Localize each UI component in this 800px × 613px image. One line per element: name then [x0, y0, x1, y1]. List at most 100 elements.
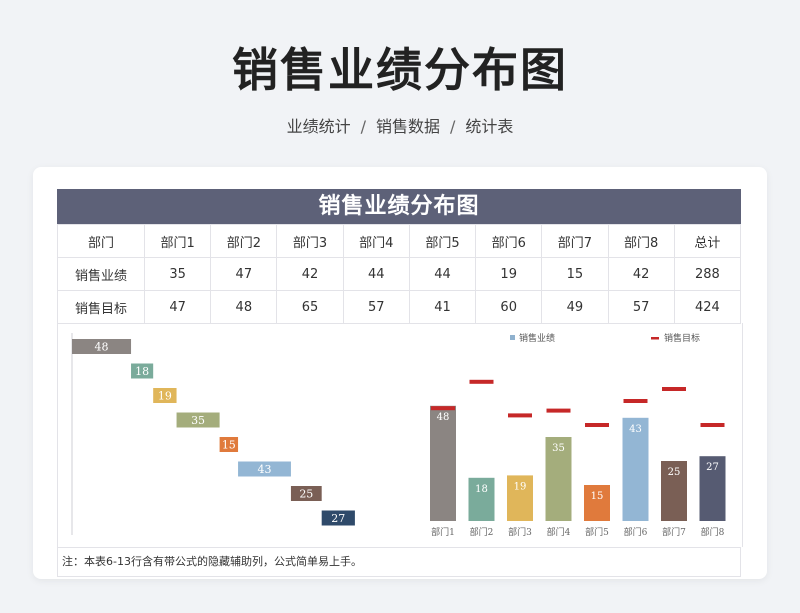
- target-marker: [585, 423, 609, 427]
- target-marker: [700, 423, 725, 427]
- waterfall-bar-label: 15: [222, 439, 236, 452]
- table-header-cell[interactable]: 部门1: [143, 224, 212, 258]
- table-header-cell[interactable]: 部门: [57, 224, 145, 258]
- waterfall-bar: [321, 510, 355, 526]
- column-bar-label: 27: [706, 462, 719, 473]
- table-cell[interactable]: 41: [408, 290, 477, 324]
- table-header-cell[interactable]: 部门3: [276, 224, 344, 258]
- target-marker: [469, 379, 494, 384]
- column-bar: [507, 475, 533, 521]
- column-bar-label: 15: [591, 491, 604, 502]
- x-tick-label: 部门8: [701, 526, 725, 538]
- table-cell[interactable]: 35: [143, 257, 212, 291]
- target-marker: [623, 399, 648, 403]
- table-cell[interactable]: 424: [673, 290, 742, 324]
- column-bar-label: 18: [475, 484, 488, 495]
- table-row: 销售业绩 35 47 42 44 44 19 15 42 288: [57, 257, 742, 291]
- table-cell[interactable]: 47: [143, 290, 212, 324]
- breadcrumb: 业绩统计 / 销售数据 / 统计表: [0, 113, 800, 137]
- column-bar: [545, 437, 572, 521]
- column-bar: [584, 485, 610, 521]
- waterfall-chart[interactable]: 48 18 19 35 15 43 25 27: [58, 323, 398, 547]
- column-bar-label: 48: [437, 412, 450, 423]
- column-bar-label: 35: [552, 443, 565, 454]
- footnote: 注：本表6-13行含有带公式的隐藏辅助列，公式简单易上手。: [57, 547, 741, 577]
- table-header-cell[interactable]: 部门5: [408, 224, 477, 258]
- table-cell[interactable]: 49: [541, 290, 609, 324]
- table-cell[interactable]: 57: [607, 290, 675, 324]
- column-bar-label: 25: [668, 467, 681, 478]
- column-bar: [661, 461, 687, 521]
- table-row: 销售目标 47 48 65 57 41 60 49 57 424: [57, 290, 742, 324]
- data-table: 部门 部门1 部门2 部门3 部门4 部门5 部门6 部门7 部门8 总计 销售…: [57, 224, 742, 324]
- breadcrumb-item[interactable]: 销售数据: [375, 117, 440, 136]
- spreadsheet: 销售业绩分布图 部门 部门1 部门2 部门3 部门4 部门5 部门6 部门7 部…: [57, 189, 743, 577]
- chart-area: 48 18 19 35 15 43 25 27 销售业绩 销售目标 48 部门1 18 部门2 19 部门3…: [57, 323, 743, 547]
- x-tick-label: 部门2: [470, 526, 494, 538]
- target-marker: [431, 406, 455, 411]
- table-header-cell[interactable]: 部门6: [475, 224, 543, 258]
- column-bar: [468, 477, 495, 521]
- target-marker: [662, 387, 686, 391]
- waterfall-bar-label: 48: [95, 341, 109, 354]
- sheet-card: 销售业绩分布图 部门 部门1 部门2 部门3 部门4 部门5 部门6 部门7 部…: [33, 167, 767, 579]
- table-header-cell[interactable]: 部门2: [210, 224, 278, 258]
- legend-label: 销售目标: [664, 332, 700, 344]
- column-bar: [430, 405, 456, 521]
- x-tick-label: 部门6: [624, 526, 648, 538]
- waterfall-bar: [290, 486, 322, 501]
- waterfall-bar: [219, 437, 239, 452]
- column-bar: [699, 456, 726, 521]
- table-cell[interactable]: 42: [276, 257, 344, 291]
- legend-swatch: [510, 335, 515, 340]
- waterfall-bar: [131, 363, 154, 379]
- waterfall-bar-label: 25: [299, 488, 313, 501]
- table-header-row: 部门 部门1 部门2 部门3 部门4 部门5 部门6 部门7 部门8 总计: [57, 224, 742, 258]
- table-cell[interactable]: 44: [408, 257, 477, 291]
- sheet-title: 销售业绩分布图: [57, 189, 741, 224]
- waterfall-bar: [72, 339, 132, 354]
- table-cell[interactable]: 65: [276, 290, 344, 324]
- breadcrumb-separator: /: [360, 117, 366, 136]
- waterfall-bar: [176, 412, 220, 428]
- breadcrumb-item[interactable]: 业绩统计: [286, 117, 351, 136]
- waterfall-bar-label: 35: [191, 414, 205, 427]
- table-cell[interactable]: 19: [475, 257, 543, 291]
- target-marker: [546, 408, 571, 413]
- x-tick-label: 部门3: [508, 526, 532, 538]
- target-marker: [508, 413, 532, 418]
- legend-swatch: [651, 337, 659, 340]
- table-cell[interactable]: 47: [210, 257, 278, 291]
- x-tick-label: 部门4: [547, 526, 571, 538]
- breadcrumb-separator: /: [450, 117, 456, 136]
- table-cell[interactable]: 288: [673, 257, 742, 291]
- column-bar-label: 43: [629, 424, 642, 435]
- row-label[interactable]: 销售业绩: [57, 257, 145, 291]
- page-title: 销售业绩分布图: [232, 43, 568, 97]
- chart-legend: 销售业绩 销售目标: [510, 332, 700, 344]
- waterfall-bar-label: 19: [158, 390, 172, 403]
- table-header-cell[interactable]: 部门7: [541, 224, 609, 258]
- table-cell[interactable]: 48: [210, 290, 278, 324]
- table-header-cell[interactable]: 总计: [673, 224, 742, 258]
- waterfall-bar-label: 43: [257, 463, 271, 476]
- column-bar-label: 19: [514, 481, 527, 492]
- legend-label: 销售业绩: [519, 332, 555, 344]
- table-cell[interactable]: 60: [475, 290, 543, 324]
- waterfall-bar-label: 18: [135, 365, 149, 378]
- table-cell[interactable]: 15: [541, 257, 609, 291]
- table-cell[interactable]: 44: [342, 257, 410, 291]
- waterfall-bar-label: 27: [331, 512, 345, 525]
- column-bar: [622, 417, 649, 521]
- waterfall-bar: [153, 388, 177, 403]
- x-tick-label: 部门5: [585, 526, 609, 538]
- row-label[interactable]: 销售目标: [57, 290, 145, 324]
- table-cell[interactable]: 42: [607, 257, 675, 291]
- table-cell[interactable]: 57: [342, 290, 410, 324]
- breadcrumb-item[interactable]: 统计表: [465, 117, 514, 136]
- table-header-cell[interactable]: 部门4: [342, 224, 410, 258]
- column-chart[interactable]: 销售业绩 销售目标 48 部门1 18 部门2 19 部门3 35 部门4 15 部门5 43 部门6 25…: [418, 323, 738, 547]
- table-header-cell[interactable]: 部门8: [607, 224, 675, 258]
- x-tick-label: 部门1: [431, 526, 455, 538]
- waterfall-bar: [238, 461, 291, 477]
